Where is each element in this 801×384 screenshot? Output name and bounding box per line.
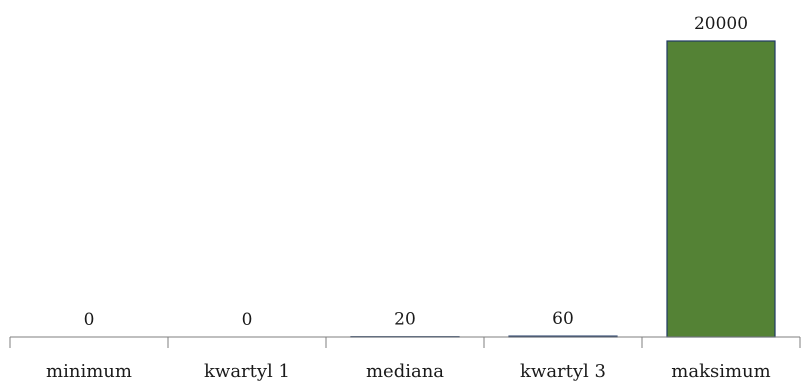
- category-label: kwartyl 3: [520, 361, 606, 382]
- data-label: 20: [394, 310, 416, 330]
- data-label: 60: [552, 309, 574, 329]
- category-label: mediana: [366, 361, 444, 382]
- bar-maksimum: [666, 40, 776, 338]
- bars-layer: [350, 40, 776, 338]
- x-axis: minimum kwartyl 1 mediana kwartyl 3 maksimum: [9, 336, 801, 382]
- data-label: 0: [242, 310, 253, 330]
- data-labels-layer: 0 0 20 60 20000: [84, 14, 748, 330]
- data-label: 0: [84, 310, 95, 330]
- category-label: minimum: [46, 361, 132, 382]
- data-label: 20000: [694, 14, 748, 34]
- category-label: maksimum: [671, 361, 770, 382]
- category-label: kwartyl 1: [204, 361, 290, 382]
